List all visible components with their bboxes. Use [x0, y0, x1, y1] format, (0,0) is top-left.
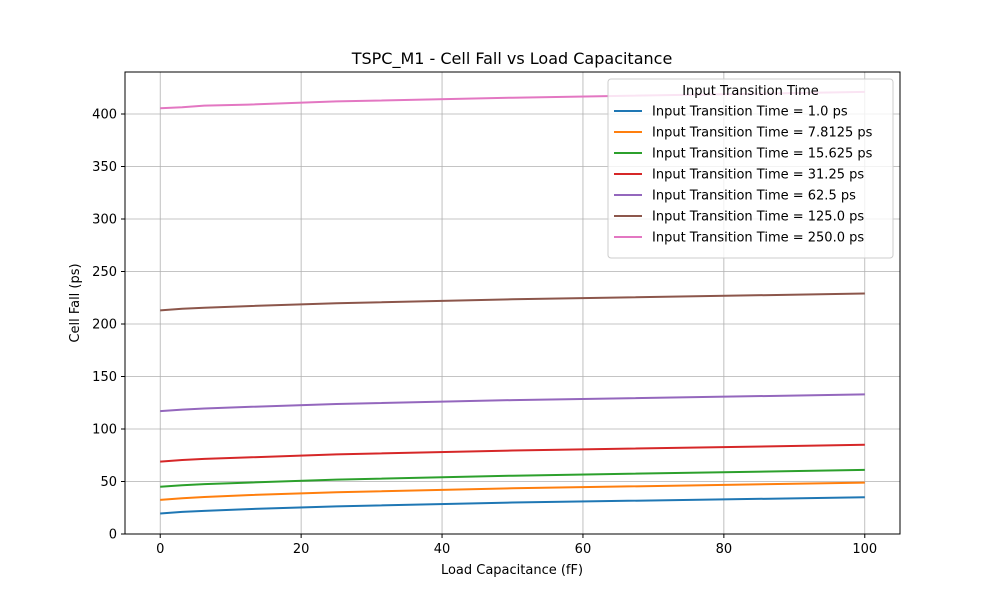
legend-entry: Input Transition Time = 7.8125 ps — [652, 126, 873, 141]
x-tick-label: 20 — [293, 542, 310, 557]
legend: Input Transition Time Input Transition T… — [607, 78, 894, 259]
x-tick-label: 100 — [852, 542, 877, 557]
x-tick-label: 0 — [156, 542, 164, 557]
x-axis-label: Load Capacitance (fF) — [441, 563, 583, 578]
y-tick-label: 150 — [92, 370, 117, 385]
x-tick-label: 60 — [575, 542, 592, 557]
legend-entry: Input Transition Time = 1.0 ps — [652, 105, 848, 120]
legend-entry: Input Transition Time = 250.0 ps — [652, 231, 864, 246]
legend-entry: Input Transition Time = 62.5 ps — [652, 189, 856, 204]
plot-frame — [124, 71, 901, 535]
y-tick-label: 0 — [109, 528, 117, 543]
y-axis-label: Cell Fall (ps) — [68, 263, 83, 342]
y-tick-label: 350 — [92, 160, 117, 175]
y-tick-label: 300 — [92, 213, 117, 228]
y-tick-label: 200 — [92, 318, 117, 333]
series-line-0 — [160, 496, 865, 515]
legend-box — [607, 78, 894, 259]
legend-entry: Input Transition Time = 15.625 ps — [652, 147, 873, 162]
series-line-3 — [160, 443, 865, 463]
x-ticks: 0 20 40 60 80 100 — [156, 534, 877, 557]
x-tick-label: 40 — [434, 542, 451, 557]
legend-title: Input Transition Time — [682, 84, 819, 99]
series-line-1 — [160, 481, 865, 501]
chart-title: TSPC_M1 - Cell Fall vs Load Capacitance — [351, 49, 673, 69]
y-tick-label: 400 — [92, 108, 117, 123]
y-tick-label: 250 — [92, 265, 117, 280]
series-line-6 — [160, 90, 865, 110]
y-tick-label: 100 — [92, 423, 117, 438]
series-line-4 — [160, 393, 865, 413]
legend-entry: Input Transition Time = 125.0 ps — [652, 210, 864, 225]
series-line-2 — [160, 468, 865, 488]
series-line-5 — [160, 292, 865, 312]
y-tick-label: 50 — [100, 475, 117, 490]
x-tick-label: 80 — [716, 542, 733, 557]
legend-entry: Input Transition Time = 31.25 ps — [652, 168, 864, 183]
legend-items: Input Transition Time = 1.0 ps Input Tran… — [614, 105, 873, 246]
series-group — [160, 90, 865, 515]
y-ticks: 0 50 100 150 200 250 300 350 400 — [92, 108, 125, 543]
